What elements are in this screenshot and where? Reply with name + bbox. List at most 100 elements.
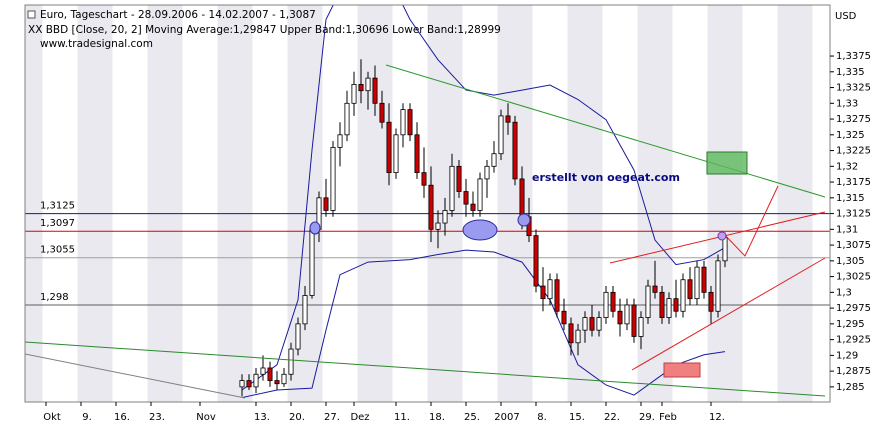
candle-body (435, 222, 441, 230)
candle-body (561, 310, 567, 325)
y-tick-label: 1,3075 (836, 240, 871, 251)
y-tick-label: 1,33 (836, 98, 858, 109)
marker-ellipse (309, 221, 321, 235)
candle-body (323, 197, 329, 211)
candle-body (610, 291, 616, 312)
candle-body (330, 147, 336, 211)
y-tick-label: 1,3175 (836, 177, 871, 188)
x-tick-label: 23. (149, 412, 165, 423)
x-tick-label: 15. (569, 412, 585, 423)
candle-body (512, 121, 518, 180)
week-stripe (25, 5, 43, 402)
candle-body (281, 373, 287, 385)
candle-body (533, 235, 539, 287)
x-tick-label: 13. (254, 412, 270, 423)
candle-body (260, 367, 266, 375)
y-tick-label: 1,29 (836, 350, 858, 361)
x-tick-label: 25. (464, 412, 480, 423)
candle-body (253, 373, 259, 388)
target-box (706, 151, 748, 175)
y-tick-label: 1,295 (836, 319, 865, 330)
y-tick-label: 1,285 (836, 382, 865, 393)
candle-body (666, 298, 672, 318)
candle-body (379, 102, 385, 123)
candle-body (631, 304, 637, 337)
x-tick-label: 8. (537, 412, 547, 423)
y-tick-label: 1,335 (836, 67, 865, 78)
candle-body (428, 184, 434, 230)
candle-body (470, 203, 476, 211)
candle-body (288, 348, 294, 375)
plot-frame (24, 4, 831, 403)
y-tick-label: 1,3275 (836, 114, 871, 125)
level-label: 1,3097 (40, 218, 75, 229)
y-tick-label: 1,2975 (836, 303, 871, 314)
candle-body (449, 165, 455, 211)
candle-body (694, 266, 700, 300)
week-stripe (637, 5, 673, 402)
y-tick-label: 1,305 (836, 256, 865, 267)
candle-body (715, 260, 721, 312)
trend-line (25, 341, 826, 397)
y-tick-label: 1,3225 (836, 146, 871, 157)
x-tick-label: 27. (324, 412, 340, 423)
candle-body (638, 317, 644, 337)
x-tick-label: Feb (659, 412, 677, 423)
x-tick-label: Dez (350, 412, 369, 423)
candle-body (386, 121, 392, 174)
y-tick-label: 1,32 (836, 161, 858, 172)
week-stripe (497, 5, 533, 402)
y-tick-label: 1,3375 (836, 51, 871, 62)
candle-body (540, 285, 546, 300)
chart-title: Euro, Tageschart - 28.09.2006 - 14.02.20… (40, 9, 316, 21)
x-tick-label: 18. (429, 412, 445, 423)
candle-body (617, 310, 623, 325)
candle-body (274, 380, 280, 385)
x-tick-label: 2007 (494, 412, 519, 423)
source-text: www.tradesignal.com (40, 38, 153, 50)
candle-body (393, 134, 399, 174)
x-tick-label: 29. (639, 412, 655, 423)
y-tick-label: 1,3025 (836, 272, 871, 283)
y-tick-label: 1,3125 (836, 209, 871, 220)
candle-body (372, 77, 378, 104)
candle-body (505, 115, 511, 123)
candle-body (456, 165, 462, 192)
marker-ellipse (517, 213, 531, 227)
candle-body (344, 102, 350, 136)
candle-body (267, 367, 273, 381)
candle-body (463, 191, 469, 205)
y-tick-label: 1,2925 (836, 335, 871, 346)
y-tick-label: 1,325 (836, 130, 865, 141)
y-tick-label: 1,2875 (836, 366, 871, 377)
candle-body (246, 380, 252, 388)
candle-body (708, 291, 714, 312)
candle-body (680, 279, 686, 312)
candle-body (491, 153, 497, 167)
week-stripe (77, 5, 113, 402)
annotation: erstellt von oegeat.com (532, 171, 680, 184)
marker-ellipse (717, 231, 727, 241)
week-stripe (357, 5, 393, 402)
x-tick-label: Nov (196, 412, 216, 423)
x-tick-label: 16. (114, 412, 130, 423)
candle-body (309, 228, 315, 296)
bollinger-band (241, 249, 726, 399)
week-stripe (217, 5, 253, 402)
forecast-line (721, 185, 779, 257)
target-box (663, 362, 701, 378)
drawings (25, 64, 826, 399)
candle-body (624, 304, 630, 325)
candle-body (687, 279, 693, 300)
level-label: 1,3125 (40, 201, 75, 212)
x-tick-label: 11. (394, 412, 410, 423)
candle-body (575, 329, 581, 344)
candle-body (351, 84, 357, 104)
channel-line (631, 257, 826, 371)
icon (27, 10, 36, 19)
candle-body (659, 291, 665, 318)
candle-body (582, 317, 588, 331)
x-tick-label: Okt (43, 412, 61, 423)
candle-body (365, 77, 371, 92)
